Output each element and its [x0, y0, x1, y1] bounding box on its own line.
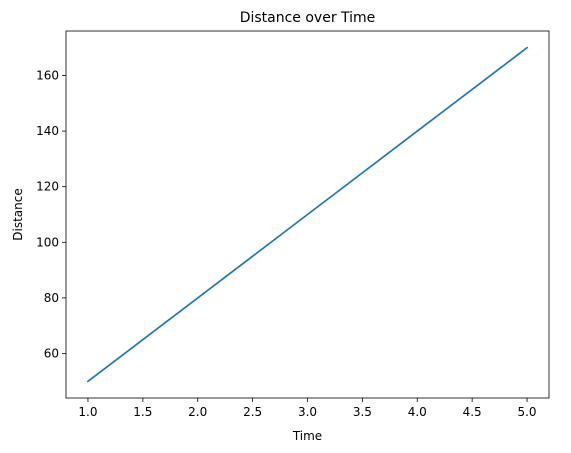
plot-area: 1.0 1.5 2.0 2.5 3.0 3.5 4.0 4.5 5.0 60 80 100 120 14… — [36, 30, 550, 419]
x-tick-label: 3.5 — [353, 405, 372, 419]
x-tick-label: 4.5 — [463, 405, 482, 419]
y-tick-label: 60 — [44, 347, 59, 361]
y-tick-label: 140 — [36, 124, 59, 138]
chart-title: Distance over Time — [240, 10, 376, 26]
series-layer — [86, 46, 529, 383]
x-tick-label: 1.0 — [78, 405, 97, 419]
y-tick-label: 80 — [44, 291, 59, 305]
y-tick-label: 120 — [36, 180, 59, 194]
y-tick-label: 160 — [36, 68, 59, 82]
y-axis-ticks: 60 80 100 120 140 160 — [36, 68, 66, 361]
y-axis-label: Distance — [11, 188, 25, 240]
x-tick-label: 3.0 — [298, 405, 317, 419]
x-tick-label: 1.5 — [133, 405, 152, 419]
x-axis-ticks: 1.0 1.5 2.0 2.5 3.0 3.5 4.0 4.5 5.0 — [78, 398, 537, 419]
x-tick-label: 4.0 — [408, 405, 427, 419]
x-axis-label: Time — [292, 429, 322, 443]
x-tick-label: 2.5 — [243, 405, 262, 419]
y-tick-label: 100 — [36, 235, 59, 249]
series-line-0 — [86, 46, 529, 383]
x-tick-label: 5.0 — [517, 405, 536, 419]
x-tick-label: 2.0 — [188, 405, 207, 419]
